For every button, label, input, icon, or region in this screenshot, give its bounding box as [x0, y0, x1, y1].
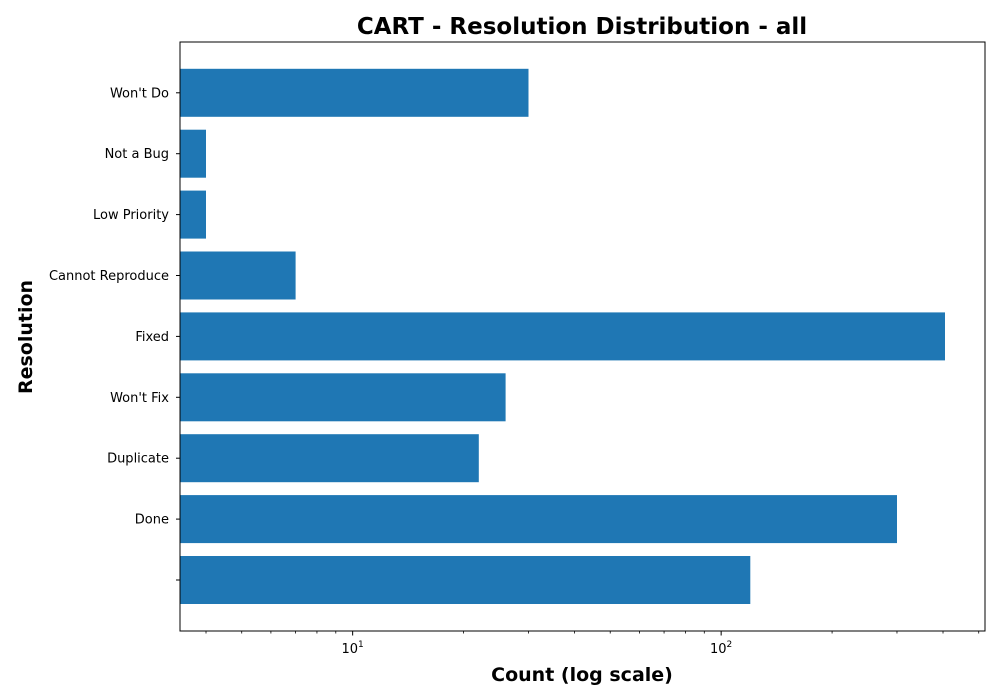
y-tick-label-8: Won't Do: [110, 86, 169, 101]
y-tick-label-3: Won't Fix: [110, 391, 169, 406]
bar-1: [180, 495, 897, 544]
chart-title: CART - Resolution Distribution - all: [357, 14, 807, 40]
bar-4: [180, 312, 945, 361]
y-tick-label-7: Not a Bug: [105, 147, 169, 162]
ticks-layer: Done Duplicate Won't Fix Fixed Cannot Reprod…: [49, 86, 980, 657]
bar-8: [180, 68, 529, 117]
y-tick-label-5: Cannot Reproduce: [49, 269, 169, 284]
bar-0: [180, 556, 751, 604]
plot-frame: [179, 41, 986, 632]
bar-5: [180, 251, 296, 300]
x-tick-label-0: 101: [342, 640, 364, 657]
bar-6: [180, 190, 206, 239]
bar-7: [180, 129, 206, 178]
y-axis-label: Resolution: [15, 280, 37, 394]
bar-2: [180, 434, 479, 483]
y-tick-label-2: Duplicate: [107, 452, 169, 467]
y-tick-label-1: Done: [135, 513, 169, 528]
x-tick-label-1: 102: [710, 640, 732, 657]
bars-layer: [180, 68, 945, 604]
x-axis-label: Count (log scale): [491, 664, 673, 686]
y-tick-label-6: Low Priority: [93, 208, 169, 223]
y-tick-label-4: Fixed: [135, 330, 169, 345]
bar-3: [180, 373, 506, 422]
